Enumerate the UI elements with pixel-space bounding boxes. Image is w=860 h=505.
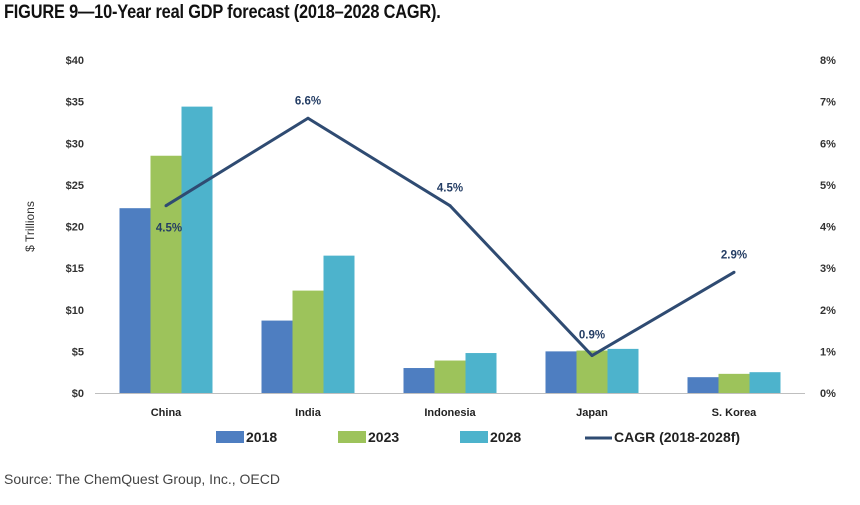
bar-2018-india <box>261 320 293 393</box>
chart: $0 $5 $10 $15 $20 $25 $30 $35 $40 0% 1% 2% 3% 4% 5% 6% 7… <box>23 55 836 445</box>
bar-2018-indonesia <box>403 368 435 393</box>
y-tick-label: $15 <box>66 263 84 275</box>
y-tick-label: $0 <box>72 388 84 400</box>
bar-2023-s-korea <box>718 373 750 393</box>
chart-title: FIGURE 9—10-Year real GDP forecast (2018… <box>4 2 441 23</box>
y2-tick-label: 6% <box>820 138 836 150</box>
legend-swatch <box>338 431 366 443</box>
cagr-point <box>732 270 736 274</box>
bar-2023-india <box>292 290 324 393</box>
y-tick-label: $10 <box>66 305 84 317</box>
bar-2028-china <box>181 106 213 394</box>
legend-swatch <box>216 431 244 443</box>
cagr-data-label: 4.5% <box>156 223 182 235</box>
bar-2023-indonesia <box>434 360 466 393</box>
category-label: Japan <box>576 407 608 419</box>
bar-2028-s-korea <box>749 372 781 393</box>
cagr-data-label: 0.9% <box>579 330 605 342</box>
category-label: China <box>151 407 182 419</box>
y-tick-label: $5 <box>72 346 84 358</box>
cagr-point <box>448 204 452 208</box>
y-axis-label: $ Trillions <box>23 201 37 252</box>
source-note: Source: The ChemQuest Group, Inc., OECD <box>4 471 280 487</box>
bar-2018-s-korea <box>687 377 719 393</box>
bar-2023-japan <box>576 350 608 393</box>
y-tick-label: $20 <box>66 222 84 234</box>
y-tick-label: $40 <box>66 55 84 67</box>
legend-label: 2023 <box>368 429 399 445</box>
cagr-data-label: 4.5% <box>437 183 463 195</box>
legend-label: 2018 <box>246 429 277 445</box>
bar-2018-china <box>119 208 151 393</box>
y2-tick-label: 3% <box>820 263 836 275</box>
category-label: S. Korea <box>712 407 758 419</box>
y2-tick-label: 7% <box>820 97 836 109</box>
cagr-data-label: 6.6% <box>295 95 321 107</box>
legend-label: 2028 <box>490 429 521 445</box>
cagr-line <box>165 116 735 358</box>
y2-tick-label: 5% <box>820 180 836 192</box>
bar-2028-japan <box>607 348 639 393</box>
cagr-point <box>164 204 168 208</box>
bar-2023-china <box>150 155 182 393</box>
y2-tick-label: 8% <box>820 55 836 67</box>
y-tick-label: $35 <box>66 97 84 109</box>
legend-label: CAGR (2018-2028f) <box>614 429 740 445</box>
y2-tick-label: 4% <box>820 222 836 234</box>
y-tick-label: $30 <box>66 138 84 150</box>
category-label: India <box>295 407 322 419</box>
cagr-point <box>590 354 594 358</box>
y2-tick-label: 1% <box>820 346 836 358</box>
bar-2028-india <box>323 255 355 393</box>
y-tick-label: $25 <box>66 180 84 192</box>
legend-swatch <box>460 431 488 443</box>
y2-tick-label: 0% <box>820 388 836 400</box>
cagr-point <box>306 116 310 120</box>
y2-tick-label: 2% <box>820 305 836 317</box>
bar-2028-indonesia <box>465 353 497 393</box>
bar-2018-japan <box>545 351 577 393</box>
cagr-data-label: 2.9% <box>721 249 747 261</box>
category-label: Indonesia <box>424 407 476 419</box>
